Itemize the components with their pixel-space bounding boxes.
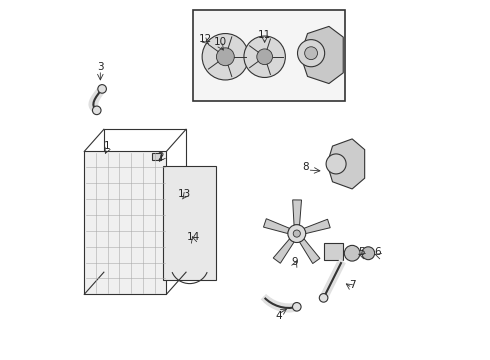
Text: 12: 12	[199, 34, 212, 44]
Circle shape	[98, 85, 106, 93]
Circle shape	[202, 33, 248, 80]
Text: 1: 1	[104, 141, 111, 151]
Text: 2: 2	[158, 152, 164, 162]
Circle shape	[257, 49, 272, 64]
Circle shape	[319, 294, 328, 302]
Circle shape	[93, 106, 101, 114]
Circle shape	[244, 36, 285, 77]
Text: 11: 11	[258, 30, 271, 40]
Text: 3: 3	[97, 63, 104, 72]
Polygon shape	[327, 139, 365, 189]
Polygon shape	[299, 239, 320, 264]
Circle shape	[217, 48, 234, 66]
Text: 9: 9	[292, 257, 298, 267]
Circle shape	[344, 246, 360, 261]
Circle shape	[293, 230, 300, 237]
Polygon shape	[273, 239, 294, 263]
Text: 13: 13	[178, 189, 191, 199]
Polygon shape	[163, 166, 217, 280]
Polygon shape	[152, 153, 161, 160]
Text: 6: 6	[374, 247, 380, 257]
Circle shape	[293, 302, 301, 311]
Text: 4: 4	[275, 311, 282, 321]
Circle shape	[305, 47, 318, 60]
Polygon shape	[323, 243, 343, 260]
Text: 10: 10	[214, 37, 226, 48]
Circle shape	[326, 154, 346, 174]
Polygon shape	[84, 152, 167, 294]
Text: 7: 7	[349, 280, 355, 291]
Polygon shape	[293, 200, 301, 225]
Polygon shape	[304, 219, 330, 234]
Circle shape	[297, 40, 325, 67]
Polygon shape	[193, 10, 345, 102]
Text: 5: 5	[358, 247, 365, 257]
Circle shape	[362, 247, 375, 260]
Polygon shape	[300, 26, 343, 84]
Circle shape	[288, 225, 306, 243]
Text: 8: 8	[302, 162, 309, 172]
Text: 14: 14	[187, 232, 200, 242]
Polygon shape	[264, 219, 290, 234]
